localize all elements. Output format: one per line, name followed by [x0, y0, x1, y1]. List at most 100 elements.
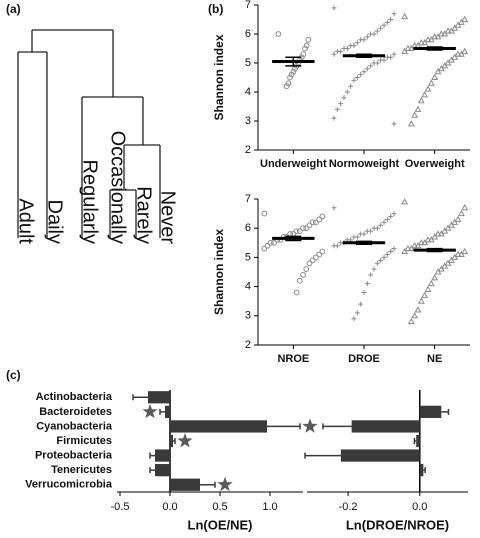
x-tick-label: DROE — [348, 353, 380, 365]
significance-star — [302, 418, 318, 433]
y-axis-label: Shannon index — [212, 34, 226, 120]
point — [261, 210, 268, 217]
panel-label: (a) — [6, 2, 21, 16]
point — [293, 289, 300, 296]
point — [348, 83, 354, 89]
point — [447, 221, 455, 228]
point — [461, 247, 469, 255]
point — [271, 239, 277, 246]
leaf-label: Daily — [44, 200, 66, 244]
point — [371, 266, 377, 272]
x-tick-label: -0.5 — [111, 501, 130, 513]
error-bar — [149, 452, 155, 459]
point — [421, 239, 429, 246]
point — [437, 65, 445, 72]
point — [309, 257, 316, 264]
point — [461, 15, 469, 22]
point — [437, 265, 445, 272]
point — [417, 96, 425, 104]
point — [411, 111, 419, 118]
point — [434, 268, 442, 275]
point — [407, 120, 415, 127]
point — [371, 60, 377, 66]
bar — [148, 391, 170, 404]
y-axis-label: Shannon index — [212, 229, 226, 315]
point — [348, 43, 354, 49]
point — [427, 279, 435, 287]
point — [444, 259, 452, 266]
point — [288, 71, 295, 78]
point — [285, 80, 292, 87]
point — [290, 68, 297, 75]
bar — [419, 405, 442, 418]
point — [361, 289, 367, 295]
y-tick-label: 4 — [245, 281, 251, 293]
point — [351, 234, 357, 240]
point — [391, 51, 397, 57]
point — [306, 260, 313, 267]
point — [287, 74, 293, 81]
point — [444, 224, 452, 231]
point — [411, 312, 419, 319]
point — [407, 244, 415, 252]
point — [300, 225, 306, 232]
error-bar — [356, 53, 372, 58]
point — [427, 79, 435, 86]
y-tick-label: 3 — [245, 115, 251, 127]
point — [331, 243, 337, 249]
point — [316, 251, 323, 258]
bar — [165, 405, 170, 418]
point — [391, 211, 397, 217]
point — [431, 73, 439, 80]
bar — [170, 478, 200, 491]
y-tick-label: 5 — [245, 251, 251, 263]
point — [384, 216, 390, 222]
bar — [419, 464, 424, 477]
point — [303, 225, 310, 232]
point — [414, 105, 422, 112]
point — [451, 253, 459, 260]
point — [401, 198, 409, 205]
significance-star — [142, 403, 158, 419]
x-tick-label: 0.5 — [212, 501, 227, 513]
category-label: Bacteroidetes — [39, 406, 112, 418]
error-bar — [426, 247, 443, 253]
point — [300, 51, 307, 58]
point — [454, 21, 462, 28]
point — [417, 38, 425, 46]
error-bar — [304, 452, 341, 459]
point — [313, 254, 319, 261]
point — [364, 228, 370, 234]
leaf-label: Rarely — [133, 186, 155, 244]
point — [368, 63, 374, 69]
point — [344, 89, 350, 95]
x-axis-label: Ln(OE/NE) — [188, 517, 253, 532]
x-tick-label: NE — [427, 353, 442, 365]
point — [391, 246, 397, 252]
point — [451, 24, 459, 31]
significance-star — [217, 476, 233, 492]
point — [381, 254, 387, 260]
point — [305, 36, 312, 43]
point — [313, 219, 319, 226]
point — [451, 218, 459, 225]
category-label: Proteobacteria — [35, 449, 113, 461]
point — [441, 227, 449, 234]
y-tick-label: 4 — [245, 86, 251, 98]
point — [358, 231, 364, 237]
point — [364, 34, 370, 40]
leaf-label: Never — [157, 191, 179, 245]
point — [319, 213, 326, 220]
point — [319, 248, 326, 255]
dendrogram — [17, 29, 161, 238]
category-label: Actinobacteria — [36, 391, 113, 403]
y-tick-label: 2 — [245, 339, 251, 351]
y-tick-label: 7 — [245, 0, 251, 11]
point — [381, 22, 387, 28]
point — [388, 249, 394, 255]
point — [267, 239, 274, 246]
panel-label: (b) — [208, 2, 223, 16]
point — [421, 291, 429, 298]
point — [364, 281, 370, 287]
bar — [155, 449, 170, 462]
